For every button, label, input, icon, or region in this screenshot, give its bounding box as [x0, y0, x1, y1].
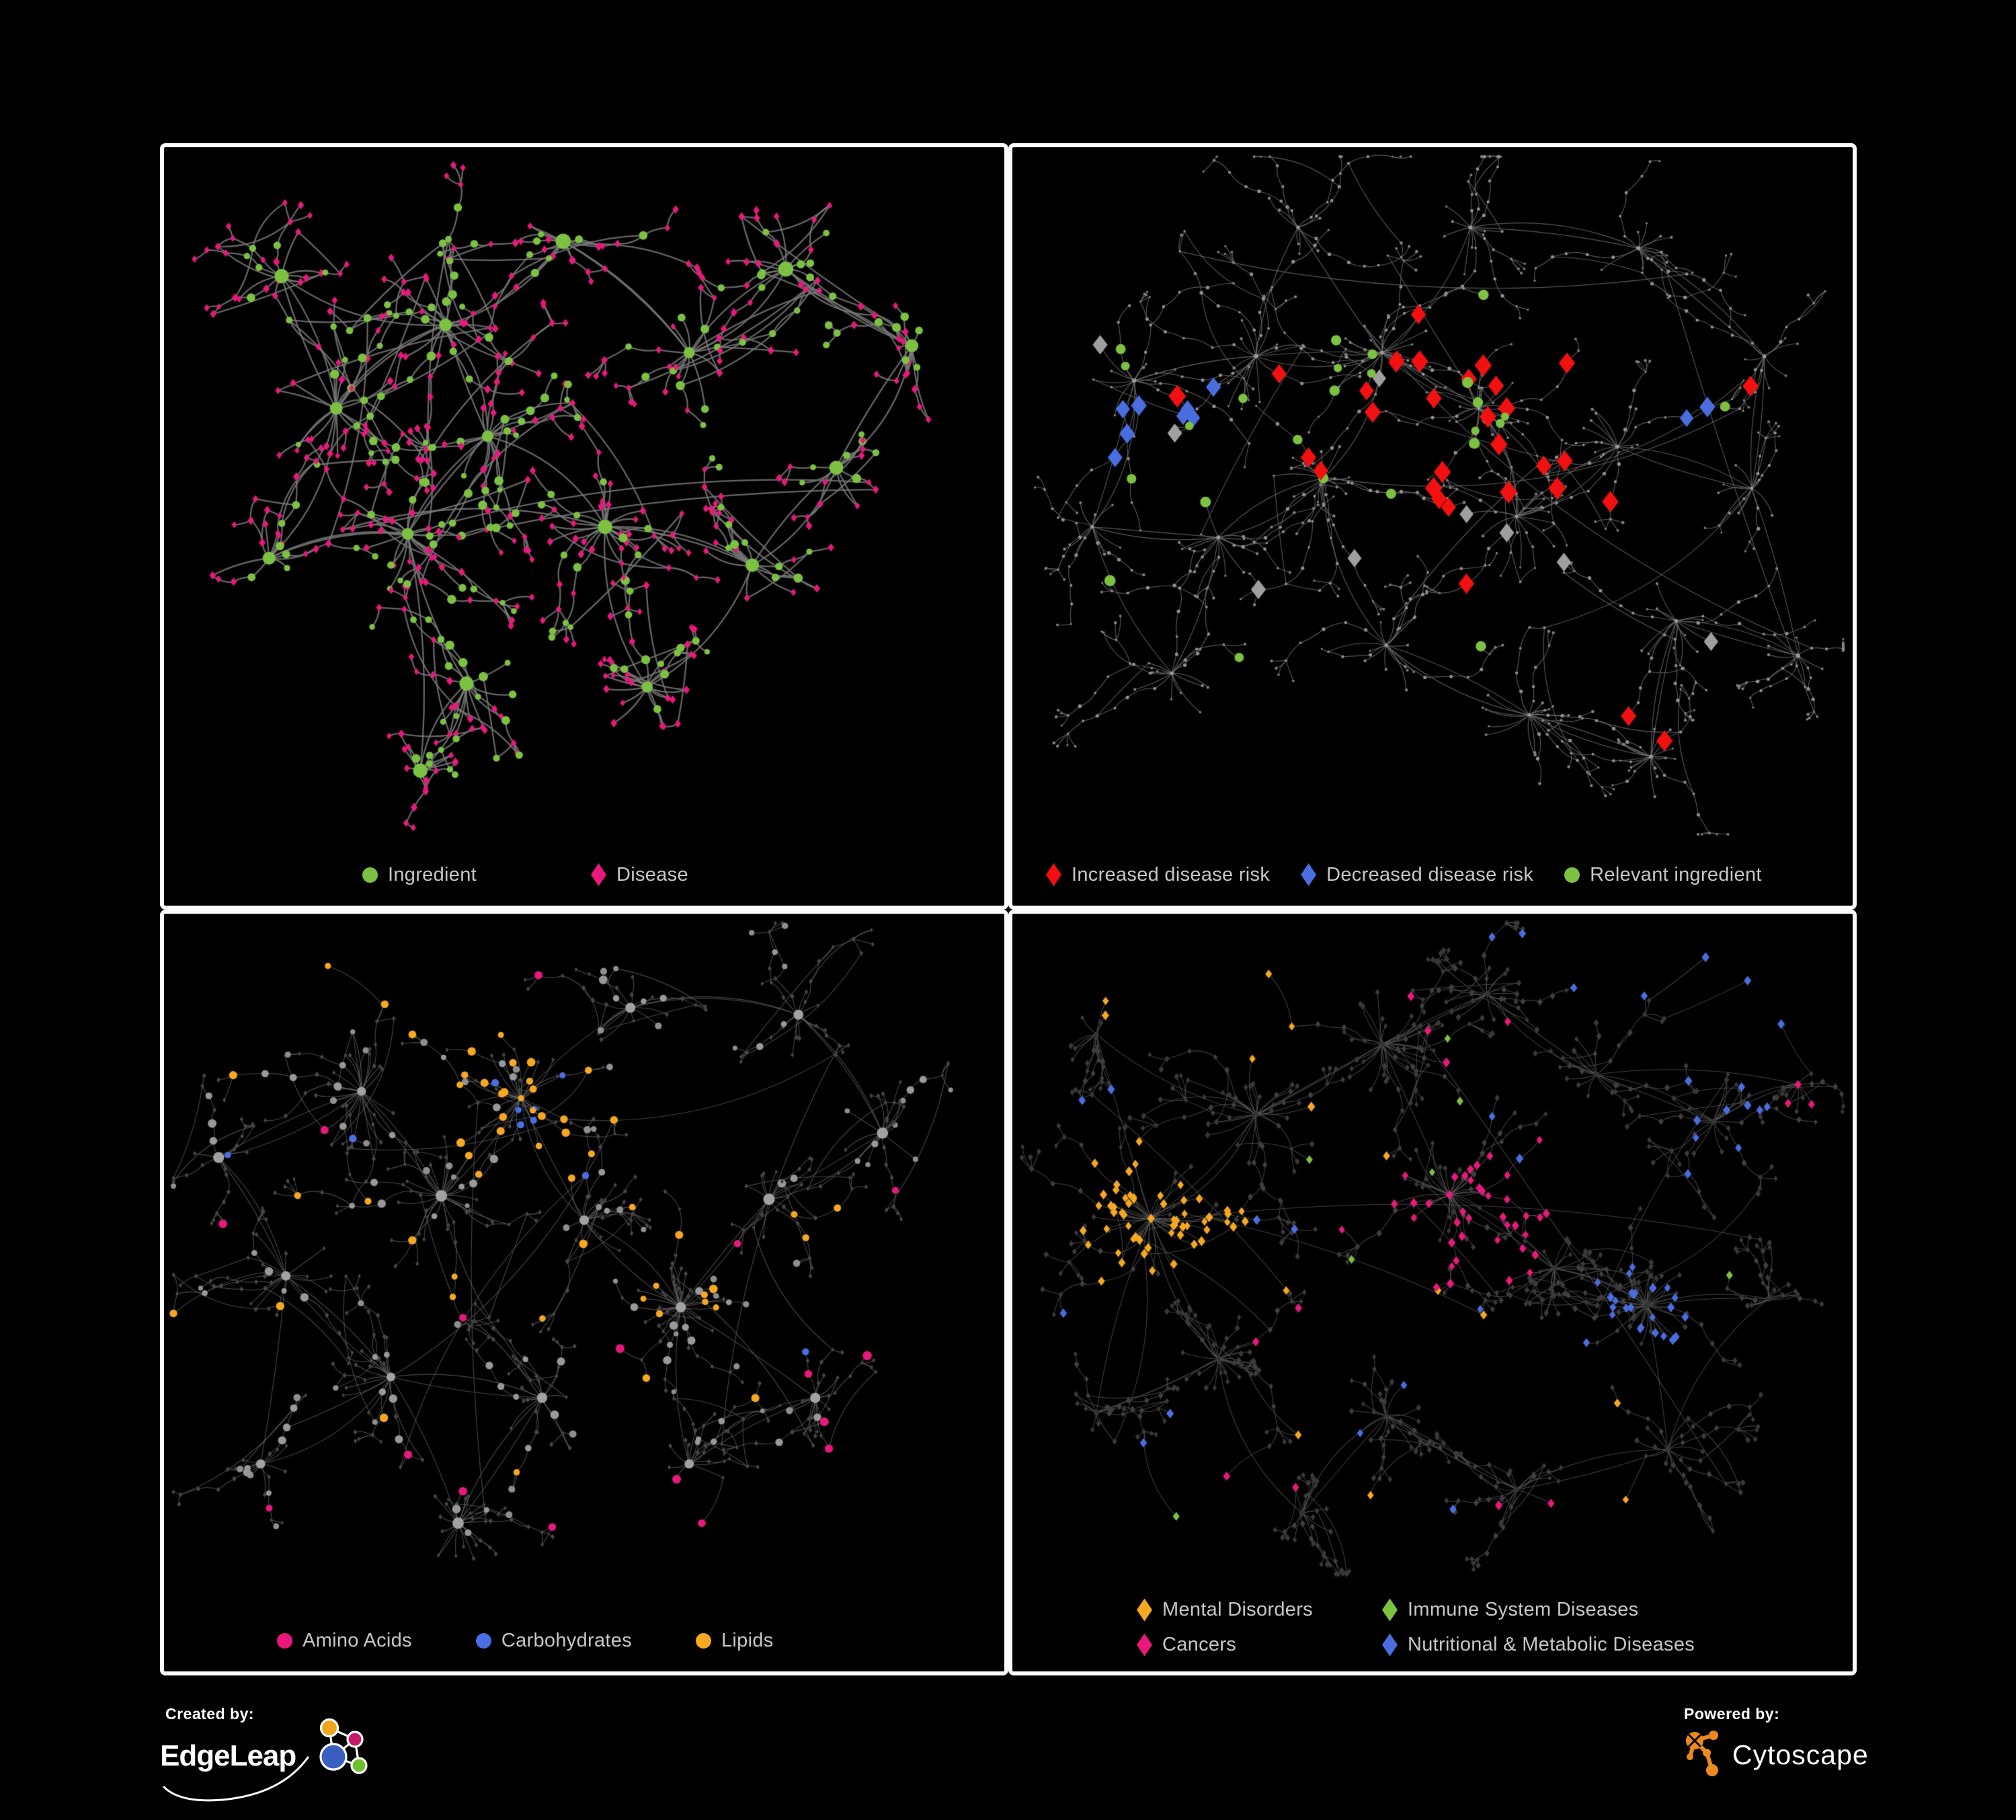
- legend-label: Increased disease risk: [1072, 863, 1271, 885]
- circle-marker-icon: [362, 867, 378, 883]
- panel-disease-risk: Increased disease risk Decreased disease …: [1008, 143, 1857, 910]
- diamond-marker-icon: [1046, 863, 1061, 886]
- legend-item: Carbohydrates: [475, 1630, 632, 1652]
- legend-label: Mental Disorders: [1162, 1599, 1313, 1620]
- circle-marker-icon: [475, 1633, 491, 1649]
- diamond-marker-icon: [591, 863, 606, 886]
- network-canvas-ingredient-disease: [164, 147, 1004, 844]
- network-canvas-disease-classes: [1012, 913, 1853, 1583]
- figure-grid: Ingredient Disease Increased disease risk…: [160, 143, 1857, 1675]
- legend-label: Carbohydrates: [501, 1630, 632, 1651]
- circle-marker-icon: [696, 1633, 711, 1649]
- panel-disease-classes: Mental Disorders Immune System Diseases Ca…: [1008, 909, 1857, 1675]
- network-canvas-nutrient-classes: [164, 913, 1004, 1610]
- legend-item: Lipids: [696, 1630, 774, 1652]
- edgeleap-logo-icon: [319, 1718, 368, 1774]
- legend-label: Immune System Diseases: [1408, 1599, 1639, 1620]
- footer-credit-cytoscape: Powered by: Cytoscape: [1684, 1705, 1966, 1813]
- legend-item: Immune System Diseases: [1382, 1598, 1853, 1622]
- diamond-marker-icon: [1137, 1633, 1152, 1657]
- legend-item: Cancers: [1137, 1633, 1382, 1657]
- circle-marker-icon: [277, 1633, 292, 1649]
- legend-item: Decreased disease risk: [1301, 863, 1533, 886]
- powered-by-label: Powered by:: [1684, 1705, 1780, 1723]
- legend-item: Relevant ingredient: [1564, 864, 1762, 886]
- created-by-label: Created by:: [165, 1705, 255, 1723]
- legend-label: Cancers: [1162, 1634, 1237, 1655]
- legend-nutrient-classes: Amino Acids Carbohydrates Lipids: [164, 1610, 1004, 1672]
- legend-label: Relevant ingredient: [1590, 863, 1762, 885]
- legend-ingredient-disease: Ingredient Disease: [164, 844, 1004, 906]
- legend-label: Ingredient: [388, 863, 477, 885]
- legend-item: Ingredient: [362, 864, 477, 886]
- edgeleap-wordmark: EdgeLeap: [160, 1739, 296, 1772]
- legend-item: Mental Disorders: [1137, 1598, 1382, 1622]
- legend-item: Amino Acids: [277, 1630, 412, 1652]
- network-canvas-disease-risk: [1012, 147, 1853, 844]
- legend-item: Nutritional & Metabolic Diseases: [1382, 1633, 1853, 1657]
- legend-label: Nutritional & Metabolic Diseases: [1408, 1634, 1695, 1655]
- legend-label: Amino Acids: [303, 1630, 412, 1651]
- legend-item: Increased disease risk: [1046, 863, 1270, 886]
- diamond-marker-icon: [1382, 1633, 1398, 1657]
- cytoscape-logo-icon: [1686, 1731, 1718, 1776]
- panel-ingredient-disease: Ingredient Disease: [160, 143, 1008, 910]
- diamond-marker-icon: [1301, 863, 1317, 886]
- legend-disease-classes: Mental Disorders Immune System Diseases Ca…: [1012, 1583, 1853, 1672]
- panel-nutrient-classes: Amino Acids Carbohydrates Lipids: [160, 909, 1008, 1675]
- diamond-marker-icon: [1382, 1598, 1398, 1622]
- legend-disease-risk: Increased disease risk Decreased disease …: [1012, 844, 1853, 906]
- circle-marker-icon: [1564, 867, 1580, 883]
- legend-label: Decreased disease risk: [1326, 863, 1534, 885]
- legend-item: Disease: [591, 863, 688, 886]
- footer-credit-edgeleap: Created by: EdgeLeap: [160, 1705, 442, 1813]
- diamond-marker-icon: [1137, 1598, 1152, 1622]
- legend-label: Disease: [616, 863, 688, 885]
- cytoscape-wordmark: Cytoscape: [1732, 1739, 1869, 1770]
- legend-label: Lipids: [721, 1630, 774, 1651]
